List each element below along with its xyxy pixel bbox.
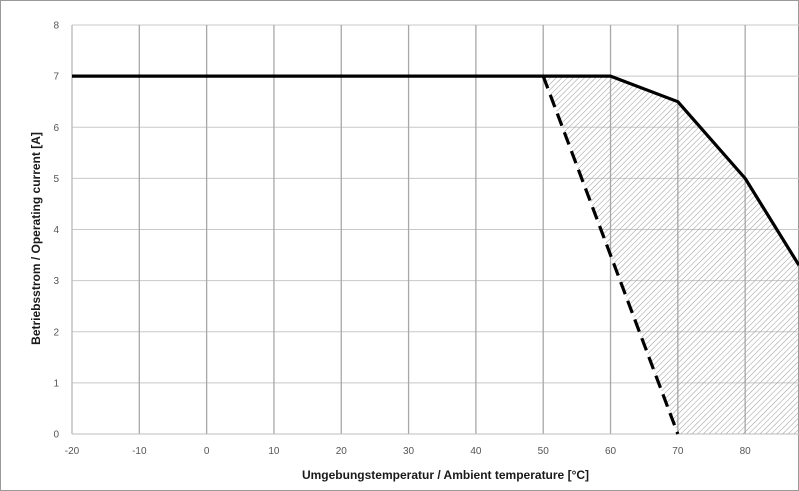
x-tick-label: 50	[538, 446, 550, 457]
x-axis-title: Umgebungstemperatur / Ambient temperatur…	[302, 468, 589, 482]
solid-derating-line	[72, 74, 799, 267]
x-tick-label: 0	[204, 446, 210, 457]
x-tick-label: 60	[605, 446, 617, 457]
x-tick-label: 20	[336, 446, 348, 457]
x-tick-label: 30	[403, 446, 415, 457]
y-tick-label: 1	[53, 378, 59, 389]
x-tick-label: 70	[672, 446, 684, 457]
y-tick-label: 2	[53, 327, 59, 338]
x-tick-label: -20	[65, 446, 80, 457]
y-tick-label: 6	[53, 123, 59, 134]
y-tick-label: 8	[53, 21, 59, 32]
dashed-derating-line	[541, 75, 680, 435]
y-tick-label: 4	[53, 225, 59, 236]
y-tick-label: 0	[53, 430, 59, 441]
x-tick-label: 80	[740, 446, 752, 457]
x-tick-label: -10	[132, 446, 147, 457]
y-tick-label: 7	[53, 72, 59, 83]
x-tick-label: 40	[470, 446, 482, 457]
y-axis-title: Betriebsstrom / Operating current [A]	[29, 132, 43, 345]
derating-shaded-region	[543, 76, 799, 434]
y-tick-label: 3	[53, 276, 59, 287]
y-tick-label: 5	[53, 174, 59, 185]
x-tick-label: 10	[268, 446, 280, 457]
